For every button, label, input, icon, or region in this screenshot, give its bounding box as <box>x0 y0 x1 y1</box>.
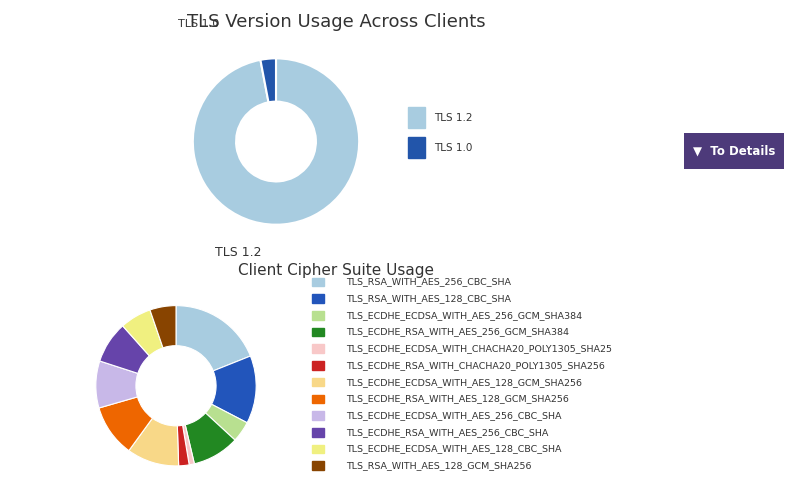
Wedge shape <box>96 361 138 408</box>
Text: Client Cipher Suite Usage: Client Cipher Suite Usage <box>238 263 434 278</box>
Text: ▼  To Details: ▼ To Details <box>693 144 775 157</box>
Wedge shape <box>99 397 153 450</box>
Bar <box>312 461 325 470</box>
Bar <box>312 395 325 403</box>
Wedge shape <box>178 425 189 466</box>
Text: TLS 1.0: TLS 1.0 <box>434 143 472 153</box>
Wedge shape <box>122 310 163 356</box>
Wedge shape <box>176 306 250 371</box>
Wedge shape <box>182 425 194 465</box>
Text: TLS_RSA_WITH_AES_128_CBC_SHA: TLS_RSA_WITH_AES_128_CBC_SHA <box>346 294 511 303</box>
Bar <box>312 445 325 453</box>
Text: TLS_ECDHE_RSA_WITH_AES_256_CBC_SHA: TLS_ECDHE_RSA_WITH_AES_256_CBC_SHA <box>346 428 548 437</box>
Bar <box>312 345 325 353</box>
Bar <box>312 378 325 386</box>
Wedge shape <box>261 59 276 102</box>
Wedge shape <box>185 413 235 464</box>
Wedge shape <box>129 418 178 466</box>
Text: TLS_ECDHE_ECDSA_WITH_AES_256_CBC_SHA: TLS_ECDHE_ECDSA_WITH_AES_256_CBC_SHA <box>346 411 562 420</box>
Text: TLS_ECDHE_RSA_WITH_CHACHA20_POLY1305_SHA256: TLS_ECDHE_RSA_WITH_CHACHA20_POLY1305_SHA… <box>346 361 605 370</box>
Bar <box>312 428 325 436</box>
Bar <box>312 328 325 336</box>
Wedge shape <box>193 59 359 224</box>
Text: TLS_RSA_WITH_AES_256_CBC_SHA: TLS_RSA_WITH_AES_256_CBC_SHA <box>346 278 511 287</box>
Text: TLS_ECDHE_ECDSA_WITH_AES_128_CBC_SHA: TLS_ECDHE_ECDSA_WITH_AES_128_CBC_SHA <box>346 444 562 453</box>
Bar <box>312 295 325 303</box>
Text: TLS_ECDHE_ECDSA_WITH_AES_128_GCM_SHA256: TLS_ECDHE_ECDSA_WITH_AES_128_GCM_SHA256 <box>346 378 582 387</box>
Text: TLS_ECDHE_ECDSA_WITH_AES_256_GCM_SHA384: TLS_ECDHE_ECDSA_WITH_AES_256_GCM_SHA384 <box>346 311 582 320</box>
Text: TLS 1.2: TLS 1.2 <box>434 113 472 123</box>
Bar <box>312 361 325 370</box>
Text: TLS 1.2: TLS 1.2 <box>215 246 262 259</box>
Wedge shape <box>206 404 247 440</box>
Text: TLS Version Usage Across Clients: TLS Version Usage Across Clients <box>186 13 486 31</box>
Wedge shape <box>100 326 150 373</box>
Bar <box>408 137 425 158</box>
Text: TLS_ECDHE_RSA_WITH_AES_256_GCM_SHA384: TLS_ECDHE_RSA_WITH_AES_256_GCM_SHA384 <box>346 328 569 337</box>
Text: TLS_ECDHE_RSA_WITH_AES_128_GCM_SHA256: TLS_ECDHE_RSA_WITH_AES_128_GCM_SHA256 <box>346 394 569 403</box>
Text: TLS_ECDHE_ECDSA_WITH_CHACHA20_POLY1305_SHA25: TLS_ECDHE_ECDSA_WITH_CHACHA20_POLY1305_S… <box>346 344 612 353</box>
Wedge shape <box>211 356 256 423</box>
Text: TLS_RSA_WITH_AES_128_GCM_SHA256: TLS_RSA_WITH_AES_128_GCM_SHA256 <box>346 461 531 470</box>
Bar <box>312 278 325 287</box>
Bar <box>312 311 325 320</box>
Bar <box>408 107 425 128</box>
FancyBboxPatch shape <box>676 130 792 172</box>
Wedge shape <box>150 306 176 348</box>
Text: TLS 1.0: TLS 1.0 <box>178 19 219 29</box>
Bar <box>312 411 325 420</box>
